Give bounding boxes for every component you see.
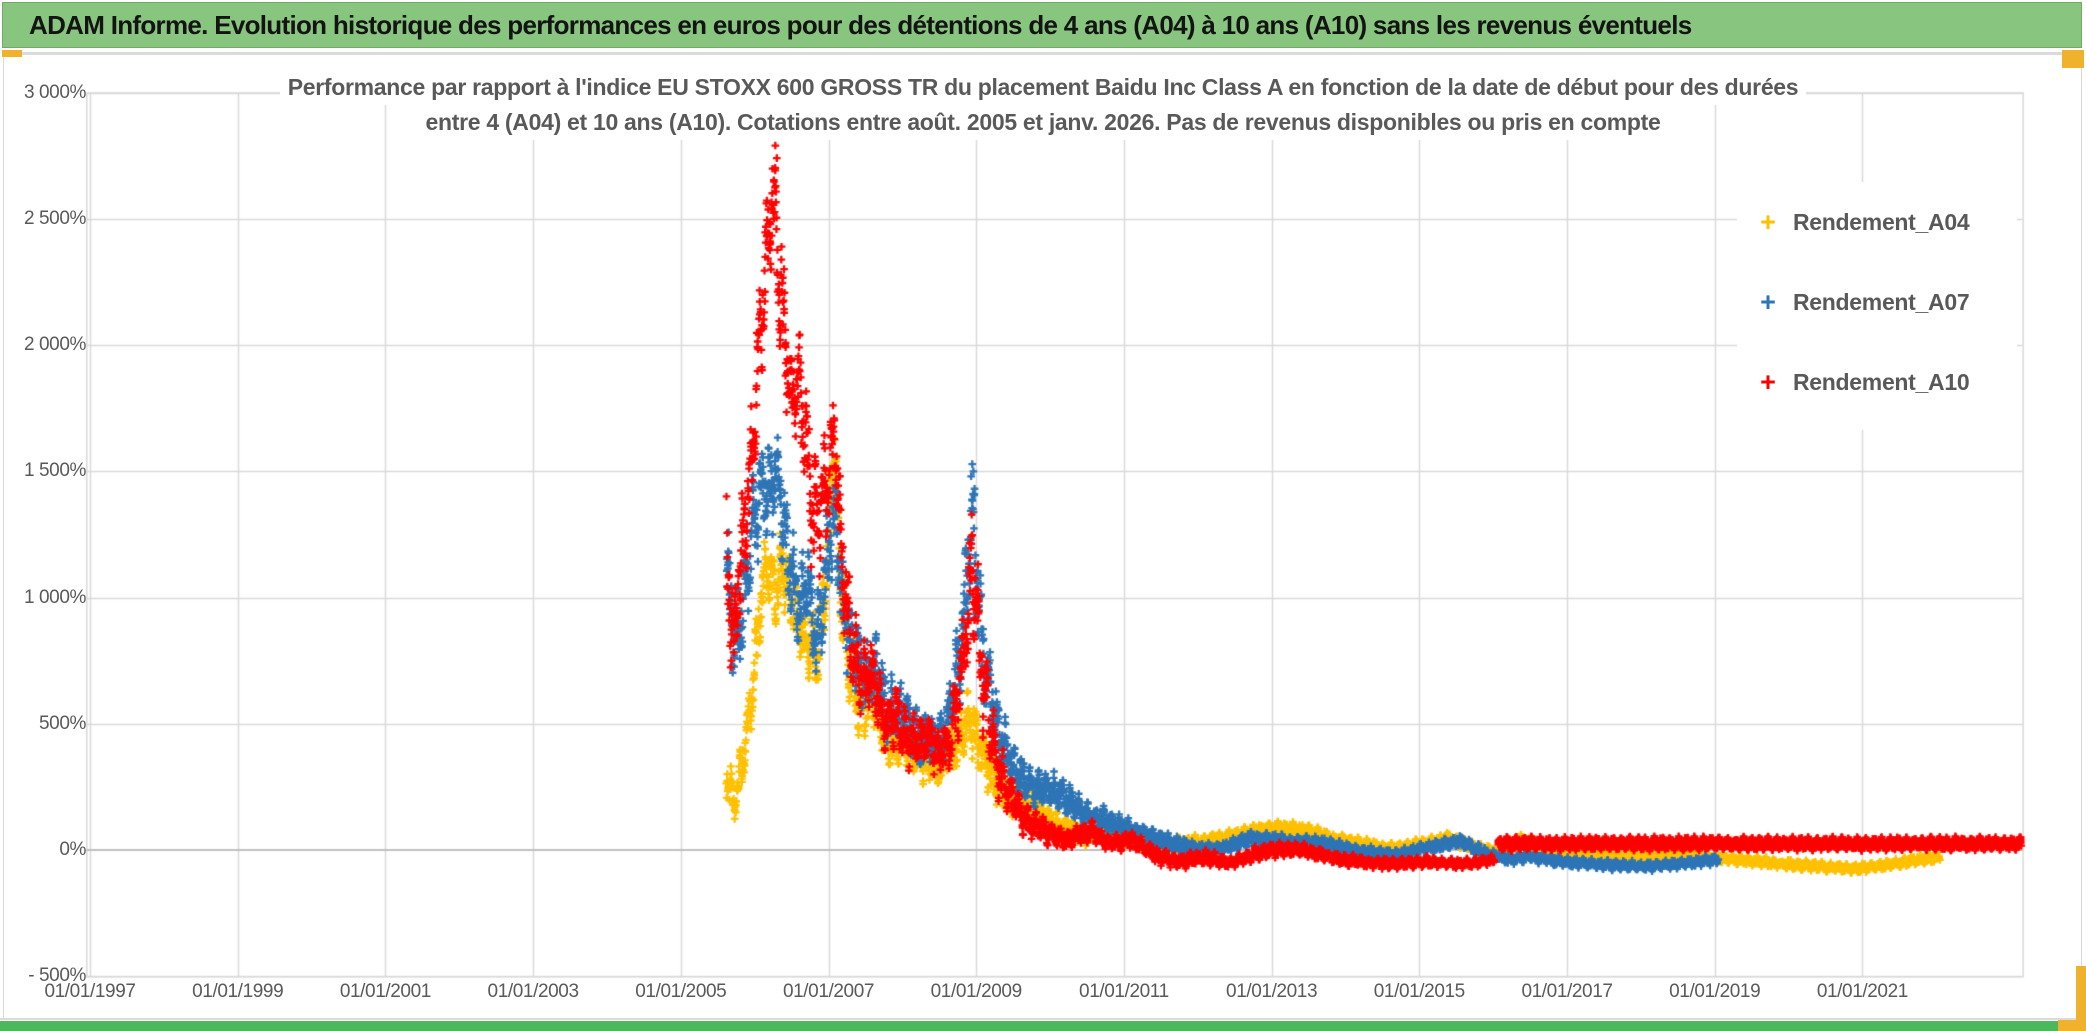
plus-marker-icon: + — [1760, 206, 1776, 237]
top-hairline — [22, 52, 2062, 55]
accent-gold-dash-left — [2, 50, 22, 57]
legend-item-label: Rendement_A10 — [1793, 368, 1970, 395]
y-axis-tick-label: 1 000% — [23, 586, 86, 608]
x-axis-tick-label: 01/01/2005 — [635, 981, 727, 1002]
legend-item-rendement-a04[interactable]: + Rendement_A04 — [1737, 182, 2017, 262]
y-axis-tick-label: 500% — [39, 712, 86, 734]
chart-title-line-1: Performance par rapport à l'indice EU ST… — [279, 70, 1807, 105]
y-axis-tick-label: 1 500% — [23, 460, 86, 482]
x-axis-tick-label: 01/01/1997 — [44, 981, 136, 1002]
x-axis-tick-label: 01/01/2021 — [1816, 981, 1908, 1002]
footer-green-bar — [0, 1021, 2086, 1031]
y-axis-tick-label: 2 000% — [23, 334, 86, 355]
y-axis-tick-label: 3 000% — [23, 81, 86, 103]
x-axis-tick-label: 01/01/2007 — [782, 981, 875, 1002]
y-axis-tick-label: - 500% — [28, 965, 86, 987]
chart-legend: + Rendement_A04 + Rendement_A07 + Rendem… — [1737, 182, 2017, 430]
legend-item-rendement-a07[interactable]: + Rendement_A07 — [1737, 262, 2017, 342]
legend-item-rendement-a10[interactable]: + Rendement_A10 — [1737, 342, 2017, 422]
plus-marker-icon: + — [1760, 286, 1776, 317]
accent-gold-corner-top-right — [2062, 50, 2084, 68]
chart-title-line-2: entre 4 (A04) et 10 ans (A10). Cotations… — [417, 105, 1669, 140]
accent-gold-strip-bottom-right — [2076, 966, 2086, 1031]
x-axis-tick-label: 01/01/2019 — [1669, 981, 1761, 1002]
legend-item-label: Rendement_A07 — [1793, 288, 1970, 315]
x-axis-tick-label: 01/01/2015 — [1373, 981, 1465, 1002]
x-axis-tick-label: 01/01/2009 — [930, 981, 1022, 1002]
bottom-hairline — [0, 1018, 2086, 1020]
x-axis-tick-label: 01/01/2003 — [487, 981, 579, 1002]
chart-title: Performance par rapport à l'indice EU ST… — [120, 70, 1966, 140]
legend-item-label: Rendement_A04 — [1793, 208, 1970, 235]
x-axis-tick-label: 01/01/2001 — [339, 981, 431, 1002]
x-axis-tick-label: 01/01/1999 — [192, 981, 284, 1002]
x-axis-tick-label: 01/01/2011 — [1079, 981, 1169, 1002]
y-axis-tick-label: 2 500% — [23, 207, 86, 229]
page-title-banner: ADAM Informe. Evolution historique des p… — [2, 2, 2082, 48]
x-axis-tick-label: 01/01/2013 — [1226, 981, 1318, 1002]
y-axis-tick-label: 0% — [59, 839, 86, 860]
page-title: ADAM Informe. Evolution historique des p… — [29, 9, 1692, 40]
accent-gold-corner-bottom-right — [2058, 1020, 2086, 1031]
x-axis-tick-label: 01/01/2017 — [1521, 981, 1613, 1002]
plus-marker-icon: + — [1760, 366, 1776, 397]
